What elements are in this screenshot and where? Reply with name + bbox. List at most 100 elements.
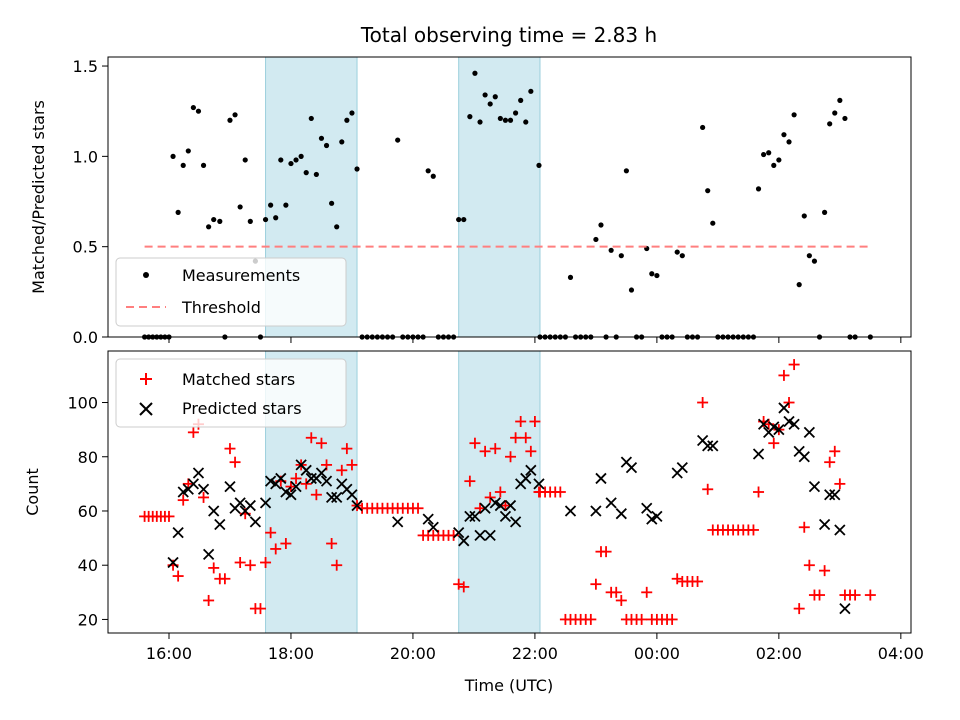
measurement-point — [796, 282, 802, 288]
matched-star-point — [763, 418, 775, 430]
predicted-star-point — [590, 505, 602, 517]
matched-star-point — [529, 416, 541, 427]
measurement-point — [487, 101, 493, 107]
predicted-star-point — [331, 491, 343, 504]
predicted-star-point — [808, 480, 821, 493]
predicted-star-point — [469, 510, 481, 523]
ratio-panel: Total observing time = 2.83 h 0.0 0.5 1.0 1… — [29, 23, 912, 347]
measurement-point — [608, 247, 614, 253]
matched-star-point — [783, 397, 795, 409]
measurement-point — [806, 253, 812, 259]
matched-star-point — [525, 445, 537, 457]
matched-star-point — [310, 489, 322, 501]
matched-star-point — [590, 578, 602, 590]
predicted-star-point — [208, 505, 220, 517]
measurement-point — [507, 117, 514, 123]
predicted-star-point — [458, 535, 470, 547]
matched-star-point — [300, 478, 312, 490]
x-tick-label: 18:00 — [268, 644, 314, 663]
count-plot-frame — [107, 350, 912, 634]
matched-star-point — [177, 494, 189, 506]
x-tick-label: 22:00 — [512, 644, 558, 663]
predicted-star-point — [202, 548, 215, 561]
matched-star-point — [610, 586, 622, 598]
matched-star-point — [469, 437, 481, 449]
measurement-point — [349, 110, 355, 116]
matched-star-point — [768, 437, 780, 449]
predicted-star-point — [392, 516, 404, 528]
matched-star-point — [554, 486, 566, 498]
matched-star-point — [285, 481, 297, 493]
matched-star-point — [341, 443, 353, 455]
matched-star-point — [788, 359, 800, 371]
legend-predicted-label: Predicted stars — [182, 399, 302, 418]
matched-star-point — [163, 510, 175, 522]
predicted-star-point — [651, 510, 663, 523]
ratio-legend: Measurements Threshold — [115, 257, 347, 327]
measurement-point — [842, 115, 848, 122]
predicted-star-point — [427, 521, 439, 533]
measurement-point — [185, 148, 191, 154]
measurement-point — [628, 287, 635, 293]
measurement-point — [354, 166, 360, 172]
predicted-star-point — [474, 529, 486, 542]
predicted-star-point — [509, 516, 522, 528]
measurement-point — [705, 188, 711, 194]
count-panel: 20 40 60 80 100 16:00 18:00 20:00 22:00 00:00 02:… — [23, 350, 924, 695]
matched-star-point — [778, 369, 790, 381]
count-legend-box — [115, 358, 347, 428]
matched-star-point — [412, 502, 424, 514]
matched-star-point — [515, 416, 527, 427]
measurement-point — [492, 94, 498, 100]
measurement-point — [598, 222, 604, 228]
ratio-legend-box — [115, 257, 347, 327]
predicted-star-point — [641, 502, 653, 514]
measurement-point — [512, 110, 519, 116]
y-tick-label: 20 — [78, 610, 98, 629]
measurement-point — [313, 171, 319, 178]
measurement-point — [242, 157, 248, 163]
matched-star-point — [814, 589, 826, 601]
matched-star-point — [671, 573, 683, 585]
measurement-point — [430, 173, 436, 179]
measurement-point — [461, 216, 467, 223]
measurement-point — [781, 132, 787, 138]
matched-star-point — [484, 491, 496, 503]
measurement-point — [293, 157, 299, 163]
matched-star-point — [270, 543, 282, 555]
matched-star-point — [829, 445, 841, 457]
predicted-star-point — [224, 480, 236, 493]
matched-star-point — [464, 475, 476, 487]
measurement-point — [771, 162, 777, 168]
legend-matched-marker — [140, 373, 152, 385]
y-tick-label: 100 — [67, 394, 98, 413]
predicted-star-point — [315, 467, 328, 479]
measurement-point — [518, 97, 524, 103]
measurement-point — [247, 218, 253, 224]
measurement-point — [674, 249, 680, 255]
measurement-point — [334, 224, 340, 230]
matched-star-point — [692, 575, 704, 587]
count-series — [139, 359, 876, 625]
legend-threshold-label: Threshold — [181, 298, 261, 317]
series-predicted-stars — [167, 402, 851, 615]
matched-star-point — [172, 570, 184, 582]
matched-star-point — [187, 426, 199, 438]
measurement-point — [700, 124, 706, 131]
measurement-point — [801, 213, 807, 219]
matched-star-point — [260, 557, 272, 568]
matched-star-point — [697, 397, 709, 409]
matched-star-point — [753, 486, 765, 498]
measurement-point — [618, 253, 624, 259]
measurement-point — [811, 258, 818, 264]
predicted-star-point — [197, 483, 210, 495]
measurement-point — [822, 209, 828, 215]
matched-star-point — [224, 443, 236, 455]
predicted-star-point — [422, 513, 434, 525]
matched-star-point — [803, 559, 815, 571]
matched-star-point — [346, 459, 358, 471]
measurement-point — [175, 209, 181, 215]
measurement-point — [227, 117, 233, 123]
predicted-star-point — [192, 467, 205, 479]
